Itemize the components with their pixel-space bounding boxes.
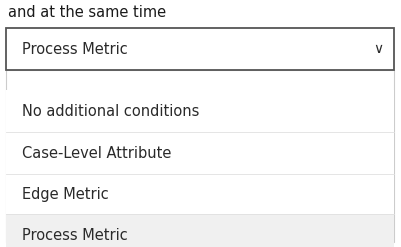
Text: Edge Metric: Edge Metric bbox=[22, 186, 109, 202]
Bar bbox=[6, 70, 393, 242]
Text: ∨: ∨ bbox=[372, 42, 382, 56]
Text: and at the same time: and at the same time bbox=[8, 5, 166, 20]
Bar bbox=[6, 174, 393, 214]
Text: Process Metric: Process Metric bbox=[22, 227, 128, 243]
Bar bbox=[6, 90, 393, 132]
Text: Process Metric: Process Metric bbox=[22, 41, 128, 57]
Bar bbox=[6, 28, 393, 70]
Bar bbox=[6, 214, 393, 247]
Text: No additional conditions: No additional conditions bbox=[22, 103, 199, 119]
Bar bbox=[6, 132, 393, 174]
Text: Case-Level Attribute: Case-Level Attribute bbox=[22, 145, 171, 161]
